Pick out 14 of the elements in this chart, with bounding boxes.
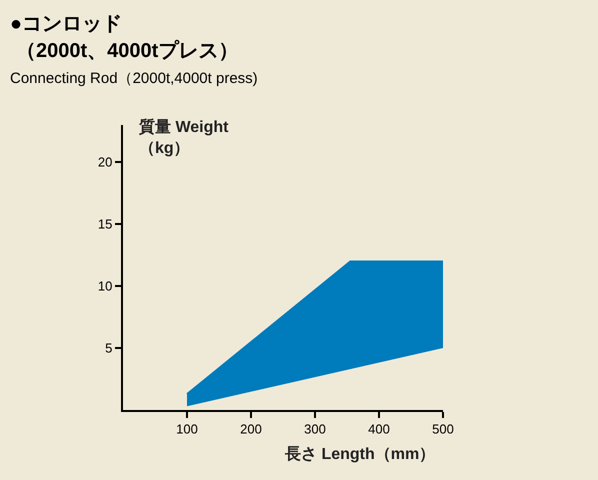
x-tick-label: 500 <box>432 422 454 437</box>
text: Connecting Rod（2000t,4000t press) <box>10 70 258 87</box>
chart-subtitle: （2000t、4000tプレス） <box>16 39 238 62</box>
y-tick-label: 10 <box>98 278 112 294</box>
x-tick-label: 100 <box>176 422 198 437</box>
x-tick-label: 400 <box>368 422 390 437</box>
y-axis-title: 質量 Weight （kg） <box>138 118 230 157</box>
x-tick-label: 200 <box>240 422 262 437</box>
y-tick-label: 5 <box>105 340 112 356</box>
chart-title: ●コンロッド <box>10 13 122 35</box>
x-tick-label: 300 <box>304 422 326 437</box>
x-axis-title: 長さ Length（mm） <box>284 446 436 463</box>
y-tick-label: 15 <box>98 216 112 232</box>
y-tick-label: 20 <box>98 154 112 170</box>
